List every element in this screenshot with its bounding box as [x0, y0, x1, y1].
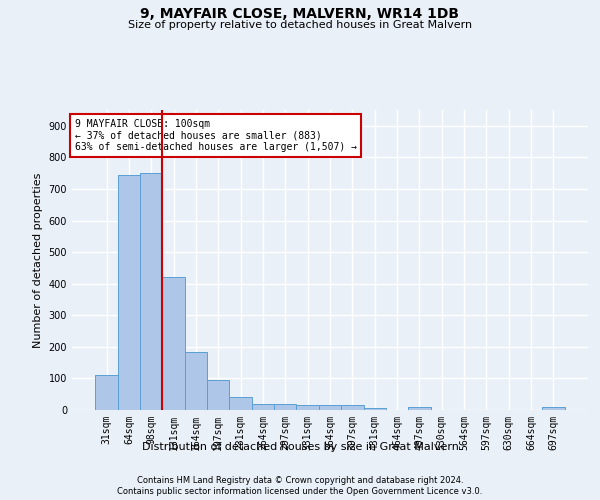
Bar: [274, 404, 296, 410]
Bar: [319, 406, 341, 410]
Y-axis label: Number of detached properties: Number of detached properties: [33, 172, 43, 348]
Bar: [364, 408, 386, 410]
Bar: [207, 380, 229, 410]
Text: 9, MAYFAIR CLOSE, MALVERN, WR14 1DB: 9, MAYFAIR CLOSE, MALVERN, WR14 1DB: [140, 8, 460, 22]
Text: Contains public sector information licensed under the Open Government Licence v3: Contains public sector information licen…: [118, 488, 482, 496]
Text: 9 MAYFAIR CLOSE: 100sqm
← 37% of detached houses are smaller (883)
63% of semi-d: 9 MAYFAIR CLOSE: 100sqm ← 37% of detache…: [74, 119, 356, 152]
Bar: [229, 396, 252, 410]
Text: Distribution of detached houses by size in Great Malvern: Distribution of detached houses by size …: [142, 442, 458, 452]
Bar: [140, 173, 163, 410]
Bar: [408, 408, 431, 410]
Bar: [163, 278, 185, 410]
Bar: [95, 376, 118, 410]
Text: Size of property relative to detached houses in Great Malvern: Size of property relative to detached ho…: [128, 20, 472, 30]
Text: Contains HM Land Registry data © Crown copyright and database right 2024.: Contains HM Land Registry data © Crown c…: [137, 476, 463, 485]
Bar: [296, 406, 319, 410]
Bar: [185, 352, 207, 410]
Bar: [118, 174, 140, 410]
Bar: [252, 404, 274, 410]
Bar: [542, 408, 565, 410]
Bar: [341, 406, 364, 410]
